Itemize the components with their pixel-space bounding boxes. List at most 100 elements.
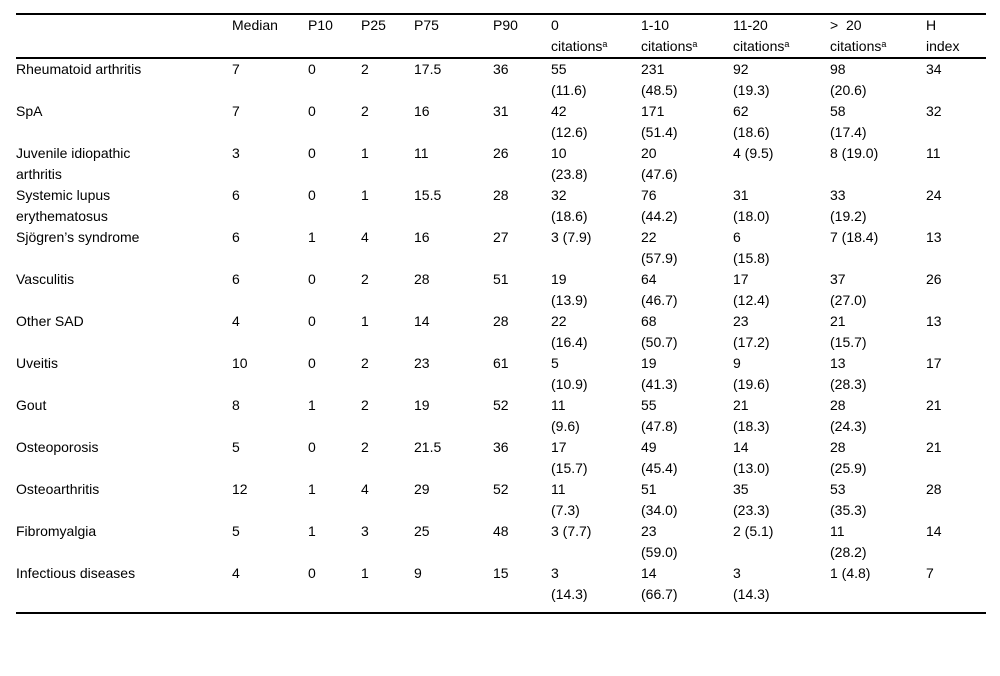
cell-p10: 0 xyxy=(308,439,316,455)
table-row: Uveitis 10 0 2 23 61 5 (10.9) 19 (41.3) 9 (19.6)… xyxy=(16,353,986,395)
row-label: Systemic lupus erythematosus xyxy=(16,187,111,224)
cell-p10: 1 xyxy=(308,229,316,245)
header-label: P25 xyxy=(361,17,386,33)
cell-median: 12 xyxy=(232,481,248,497)
cell-1-10-citations: 55 (47.8) xyxy=(641,397,678,434)
cell-p90: 15 xyxy=(493,565,509,581)
cell-p90: 27 xyxy=(493,229,509,245)
col-header-empty xyxy=(16,14,232,59)
cell-11-20-citations: 92 (19.3) xyxy=(733,61,770,98)
cell-p90: 36 xyxy=(493,439,509,455)
cell-0-citations: 11 (9.6) xyxy=(551,397,580,434)
row-label: Osteoarthritis xyxy=(16,481,100,497)
header-label: P75 xyxy=(414,17,439,33)
cell-p25: 4 xyxy=(361,229,369,245)
header-line1: 11-20 xyxy=(733,17,768,33)
table-row: Infectious diseases 4 0 1 9 15 3 (14.3) 14 (66.… xyxy=(16,563,986,613)
cell-p75: 19 xyxy=(414,397,430,413)
cell-median: 6 xyxy=(232,229,240,245)
footnote-marker-a: a xyxy=(692,38,698,49)
cell-11-20-citations: 6 (15.8) xyxy=(733,229,770,266)
cell-p10: 0 xyxy=(308,145,316,161)
table-row: Gout 8 1 2 19 52 11 (9.6) 55 (47.8) 21 (18.3) 28 … xyxy=(16,395,986,437)
cell-1-10-citations: 64 (46.7) xyxy=(641,271,678,308)
cell-p75: 15.5 xyxy=(414,187,442,203)
cell-0-citations: 5 (10.9) xyxy=(551,355,588,392)
header-line1: 1-10 xyxy=(641,17,670,33)
cell-0-citations: 22 (16.4) xyxy=(551,313,588,350)
col-header-p75: P75 xyxy=(414,14,493,59)
cell-1-10-citations: 231 (48.5) xyxy=(641,61,678,98)
cell-p25: 1 xyxy=(361,145,369,161)
cell-p10: 1 xyxy=(308,523,316,539)
header-line1: 0 xyxy=(551,17,559,33)
col-header-p90: P90 xyxy=(493,14,551,59)
cell-0-citations: 3 (7.9) xyxy=(551,229,592,245)
cell-p75: 21.5 xyxy=(414,439,442,455)
header-label: Median xyxy=(232,17,278,33)
cell-p10: 0 xyxy=(308,565,316,581)
cell-p75: 28 xyxy=(414,271,430,287)
cell-1-10-citations: 49 (45.4) xyxy=(641,439,678,476)
cell-gt-20-citations: 33 (19.2) xyxy=(830,187,867,224)
row-label: Rheumatoid arthritis xyxy=(16,61,142,77)
cell-gt-20-citations: 37 (27.0) xyxy=(830,271,867,308)
cell-median: 7 xyxy=(232,103,240,119)
cell-0-citations: 10 (23.8) xyxy=(551,145,588,182)
cell-1-10-citations: 51 (34.0) xyxy=(641,481,678,518)
cell-11-20-citations: 9 (19.6) xyxy=(733,355,770,392)
cell-p25: 2 xyxy=(361,355,369,371)
cell-1-10-citations: 19 (41.3) xyxy=(641,355,678,392)
cell-0-citations: 3 (14.3) xyxy=(551,565,588,602)
cell-0-citations: 32 (18.6) xyxy=(551,187,588,224)
cell-p75: 17.5 xyxy=(414,61,442,77)
cell-median: 8 xyxy=(232,397,240,413)
table-row: Vasculitis 6 0 2 28 51 19 (13.9) 64 (46.7) 17 (1… xyxy=(16,269,986,311)
cell-gt-20-citations: 28 (24.3) xyxy=(830,397,867,434)
cell-p10: 0 xyxy=(308,271,316,287)
cell-h-index: 24 xyxy=(926,187,942,203)
row-label: Juvenile idiopathic arthritis xyxy=(16,145,131,182)
cell-11-20-citations: 21 (18.3) xyxy=(733,397,770,434)
cell-p75: 25 xyxy=(414,523,430,539)
cell-h-index: 32 xyxy=(926,103,942,119)
row-label: Vasculitis xyxy=(16,271,75,287)
cell-11-20-citations: 62 (18.6) xyxy=(733,103,770,140)
cell-p75: 14 xyxy=(414,313,430,329)
header-line2: citations xyxy=(641,38,693,54)
cell-gt-20-citations: 98 (20.6) xyxy=(830,61,867,98)
footnote-marker-a: a xyxy=(881,38,887,49)
cell-median: 7 xyxy=(232,61,240,77)
cell-0-citations: 55 (11.6) xyxy=(551,61,587,98)
cell-median: 5 xyxy=(232,523,240,539)
cell-11-20-citations: 4 (9.5) xyxy=(733,145,774,161)
row-label: Sjögren’s syndrome xyxy=(16,229,140,245)
table-row: Sjögren’s syndrome 6 1 4 16 27 3 (7.9) 22 (57.9… xyxy=(16,227,986,269)
cell-gt-20-citations: 13 (28.3) xyxy=(830,355,867,392)
header-row: Median P10 P25 P75 P90 0 citationsa 1-10 c… xyxy=(16,14,986,59)
row-label: Fibromyalgia xyxy=(16,523,97,539)
header-label: P90 xyxy=(493,17,518,33)
cell-p90: 26 xyxy=(493,145,509,161)
col-header-p25: P25 xyxy=(361,14,414,59)
cell-h-index: 7 xyxy=(926,565,934,581)
cell-p90: 52 xyxy=(493,481,509,497)
cell-1-10-citations: 171 (51.4) xyxy=(641,103,678,140)
col-header-11-20-citations: 11-20 citationsa xyxy=(733,14,830,59)
cell-1-10-citations: 14 (66.7) xyxy=(641,565,678,602)
footnote-marker-a: a xyxy=(602,38,608,49)
cell-gt-20-citations: 58 (17.4) xyxy=(830,103,867,140)
cell-p75: 23 xyxy=(414,355,430,371)
cell-1-10-citations: 76 (44.2) xyxy=(641,187,678,224)
cell-p90: 28 xyxy=(493,187,509,203)
cell-p75: 16 xyxy=(414,229,430,245)
col-header-p10: P10 xyxy=(308,14,361,59)
cell-gt-20-citations: 53 (35.3) xyxy=(830,481,867,518)
cell-p25: 2 xyxy=(361,271,369,287)
cell-p90: 36 xyxy=(493,61,509,77)
table-row: Osteoporosis 5 0 2 21.5 36 17 (15.7) 49 (45.4) 1… xyxy=(16,437,986,479)
cell-1-10-citations: 22 (57.9) xyxy=(641,229,678,266)
cell-gt-20-citations: 21 (15.7) xyxy=(830,313,867,350)
cell-11-20-citations: 3 (14.3) xyxy=(733,565,770,602)
table-body: Rheumatoid arthritis 7 0 2 17.5 36 55 (11.6) 23… xyxy=(16,58,986,613)
